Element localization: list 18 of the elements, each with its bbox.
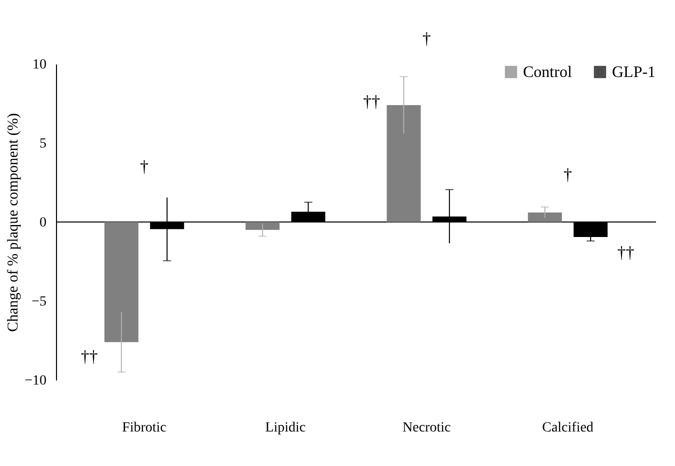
y-tick-label: −10	[24, 374, 46, 388]
y-axis-title: Change of % plaque component (%)	[6, 113, 22, 332]
text: †	[422, 29, 431, 48]
y-tick-label: −5	[32, 294, 46, 310]
y-tick-label: 0	[40, 216, 46, 230]
x-tick-label: Calcified	[542, 420, 594, 436]
annotation: ††	[363, 92, 380, 111]
x-tick-label: Fibrotic	[122, 420, 166, 436]
x-tick-label: Lipidic	[265, 420, 306, 436]
annotation: †	[564, 165, 572, 184]
annotation: ††	[617, 243, 634, 262]
x-tick-label: Necrotic	[402, 420, 451, 436]
y-tick-label: 5	[40, 136, 46, 152]
legend-label: Control	[523, 64, 572, 81]
annotation: ††	[80, 347, 98, 366]
legend-label: GLP-1	[612, 64, 656, 81]
y-tick-label: 10	[32, 58, 46, 72]
annotation: †	[140, 157, 148, 176]
